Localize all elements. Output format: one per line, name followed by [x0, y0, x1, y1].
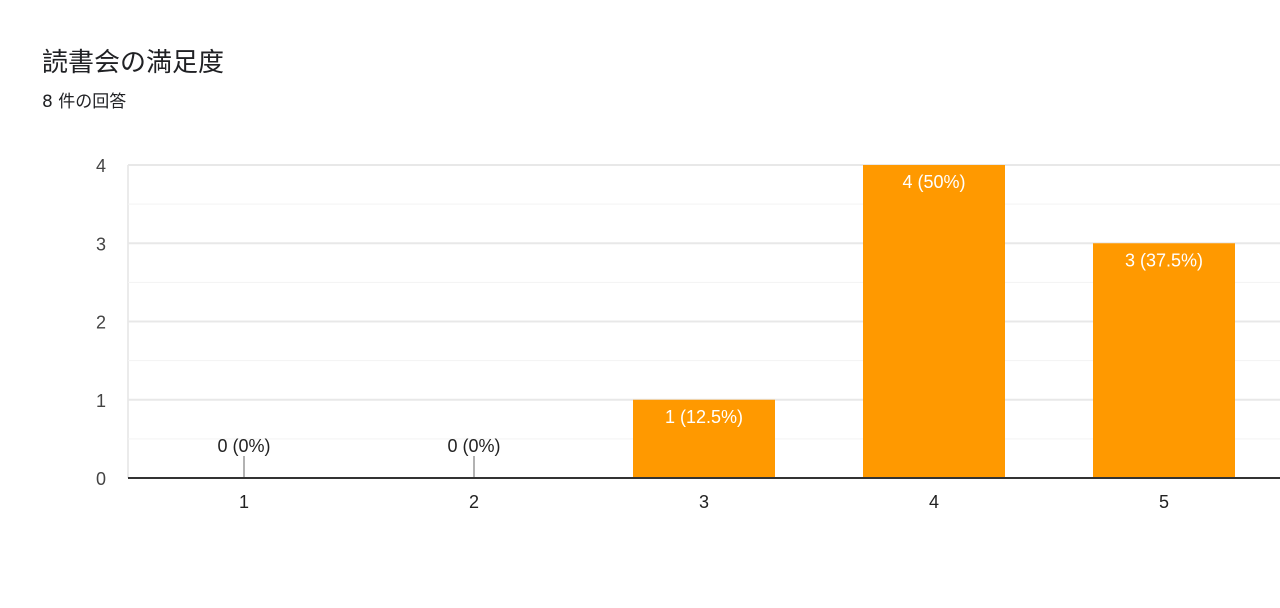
chart-title: 読書会の満足度 [42, 48, 225, 78]
y-tick-label: 2 [96, 313, 106, 333]
x-tick-label: 2 [469, 492, 479, 512]
y-tick-label: 0 [96, 469, 106, 489]
x-tick-label: 4 [929, 492, 939, 512]
data-label: 1 (12.5%) [665, 407, 743, 427]
y-tick-label: 3 [96, 234, 106, 254]
bar [633, 399, 775, 478]
data-label: 0 (0%) [447, 436, 500, 456]
x-tick-label: 1 [239, 492, 249, 512]
data-label: 0 (0%) [217, 436, 270, 456]
x-tick-label: 3 [699, 492, 709, 512]
response-count: 8 件の回答 [42, 92, 127, 112]
y-tick-label: 1 [96, 391, 106, 411]
y-tick-label: 4 [96, 156, 106, 176]
bar [1093, 243, 1235, 478]
bar [863, 165, 1005, 478]
data-label: 3 (37.5%) [1125, 250, 1203, 270]
data-label: 4 (50%) [902, 172, 965, 192]
x-tick-label: 5 [1159, 492, 1169, 512]
